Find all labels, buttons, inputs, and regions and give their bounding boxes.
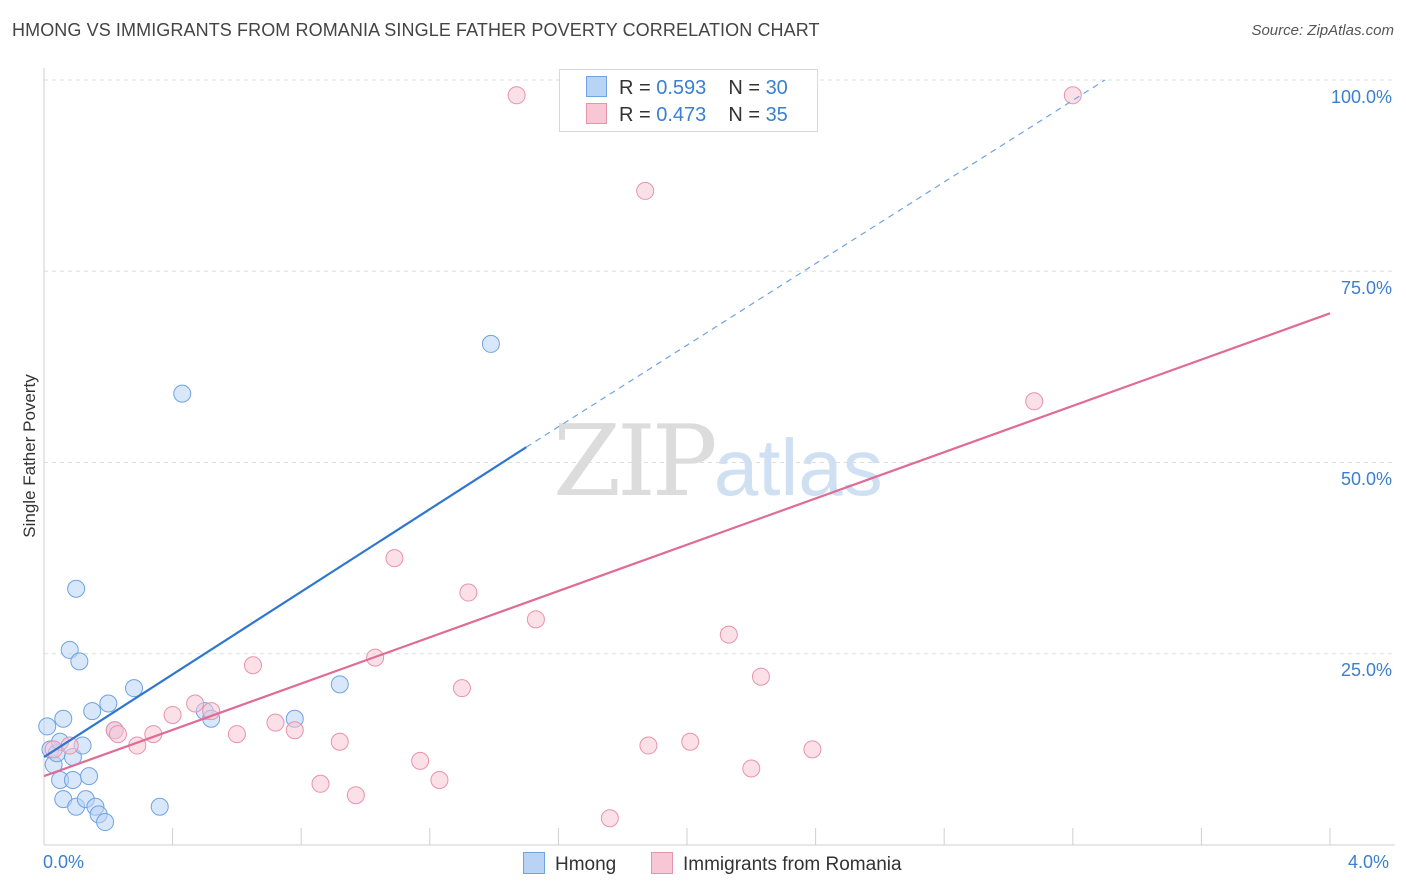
point-romania-29 (742, 759, 761, 778)
point-romania-17 (385, 549, 404, 568)
bottom-legend-swatch-romania (651, 852, 673, 874)
point-romania-27 (681, 732, 700, 751)
point-romania-13 (311, 774, 330, 793)
legend-r-label: R = (619, 104, 657, 126)
legend-n-label: N = (728, 77, 766, 99)
legend-n-value-romania: 35 (765, 104, 788, 126)
bottom-legend-label-hmong: Hmong (555, 854, 617, 875)
point-romania-11 (266, 713, 285, 732)
bottom-legend-hmong: Hmong (523, 852, 616, 876)
legend-r-value-hmong: 0.593 (656, 77, 707, 99)
legend-r-label: R = (619, 77, 657, 99)
legend-n-label: N = (728, 104, 766, 126)
trendline-hmong-extension (525, 79, 1106, 448)
point-romania-3 (108, 725, 127, 744)
point-romania-33 (1063, 86, 1082, 105)
source-label: Source: ZipAtlas.com (1251, 22, 1394, 39)
point-hmong-6 (54, 709, 73, 728)
point-hmong-30 (481, 334, 500, 353)
point-romania-28 (719, 625, 738, 644)
legend-swatch-romania (586, 103, 607, 124)
point-romania-26 (639, 736, 658, 755)
point-romania-15 (346, 786, 365, 805)
trendline-romania (43, 312, 1331, 778)
point-hmong-24 (150, 797, 169, 816)
watermark-atlas: atlas (713, 423, 883, 512)
x-tick-label-min: 0.0% (43, 852, 85, 872)
point-hmong-29 (330, 675, 349, 694)
point-hmong-21 (99, 694, 118, 713)
point-romania-31 (803, 740, 822, 759)
point-hmong-0 (38, 717, 57, 736)
point-romania-22 (507, 86, 526, 105)
point-romania-21 (459, 583, 478, 602)
y-tick-label-50: 50.0% (1340, 469, 1392, 489)
legend-r-value-romania: 0.473 (656, 104, 707, 126)
point-hmong-25 (173, 384, 192, 403)
point-romania-12 (285, 721, 304, 740)
x-tick-label-max: 4.0% (1348, 852, 1390, 872)
point-hmong-11 (67, 579, 86, 598)
point-hmong-13 (70, 652, 89, 671)
point-romania-20 (452, 679, 471, 698)
legend-row-romania: R = 0.473 N = 35 (586, 103, 788, 127)
point-romania-19 (430, 770, 449, 789)
legend-row-hmong: R = 0.593 N = 30 (586, 76, 788, 100)
chart-title: HMONG VS IMMIGRANTS FROM ROMANIA SINGLE … (12, 20, 820, 40)
point-romania-23 (526, 610, 545, 629)
trendline-hmong (43, 446, 527, 758)
point-romania-14 (330, 732, 349, 751)
point-romania-32 (1025, 392, 1044, 411)
point-romania-10 (243, 656, 262, 675)
y-tick-label-75: 75.0% (1340, 278, 1392, 298)
bottom-legend-swatch-hmong (523, 852, 545, 874)
point-hmong-8 (60, 640, 79, 659)
legend-n-value-hmong: 30 (765, 77, 788, 99)
bottom-legend-romania: Immigrants from Romania (651, 852, 902, 876)
point-hmong-23 (125, 679, 144, 698)
y-axis-label: Single Father Poverty (20, 374, 39, 538)
point-romania-30 (751, 667, 770, 686)
point-romania-18 (411, 751, 430, 770)
point-hmong-10 (63, 770, 82, 789)
point-romania-7 (186, 694, 205, 713)
point-romania-25 (636, 181, 655, 200)
y-tick-label-100: 100.0% (1330, 87, 1392, 107)
point-hmong-16 (80, 767, 99, 786)
correlation-legend: R = 0.593 N = 30 R = 0.473 N = 35 (559, 69, 818, 132)
point-romania-6 (163, 705, 182, 724)
point-romania-24 (600, 809, 619, 828)
point-hmong-17 (83, 702, 102, 721)
y-tick-label-25: 25.0% (1340, 660, 1392, 680)
legend-swatch-hmong (586, 76, 607, 97)
point-romania-9 (227, 725, 246, 744)
point-hmong-20 (96, 813, 115, 832)
bottom-legend-label-romania: Immigrants from Romania (683, 854, 902, 875)
